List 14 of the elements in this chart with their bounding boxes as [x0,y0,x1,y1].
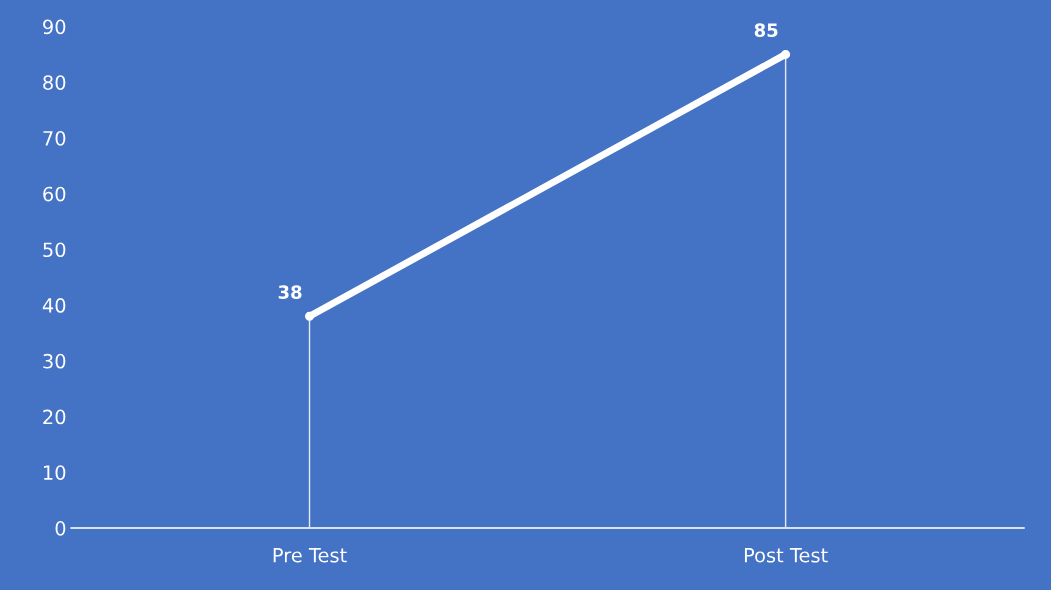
y-tick-label: 70 [43,130,66,146]
data-label: 38 [278,285,302,299]
y-tick-label: 0 [55,521,66,536]
x-tick-label: Pre Test [273,548,347,563]
y-tick-label: 20 [43,409,66,425]
data-label: 85 [754,23,778,38]
y-tick-label: 40 [42,298,66,313]
y-tick-label: 80 [43,75,66,90]
y-tick-label: 60 [43,186,66,202]
y-tick-label: 50 [43,242,66,258]
y-tick-label: 10 [44,465,66,480]
x-tick-label: Post Test [744,548,828,563]
y-tick-label: 30 [43,353,66,369]
y-tick-label: 90 [43,19,66,35]
